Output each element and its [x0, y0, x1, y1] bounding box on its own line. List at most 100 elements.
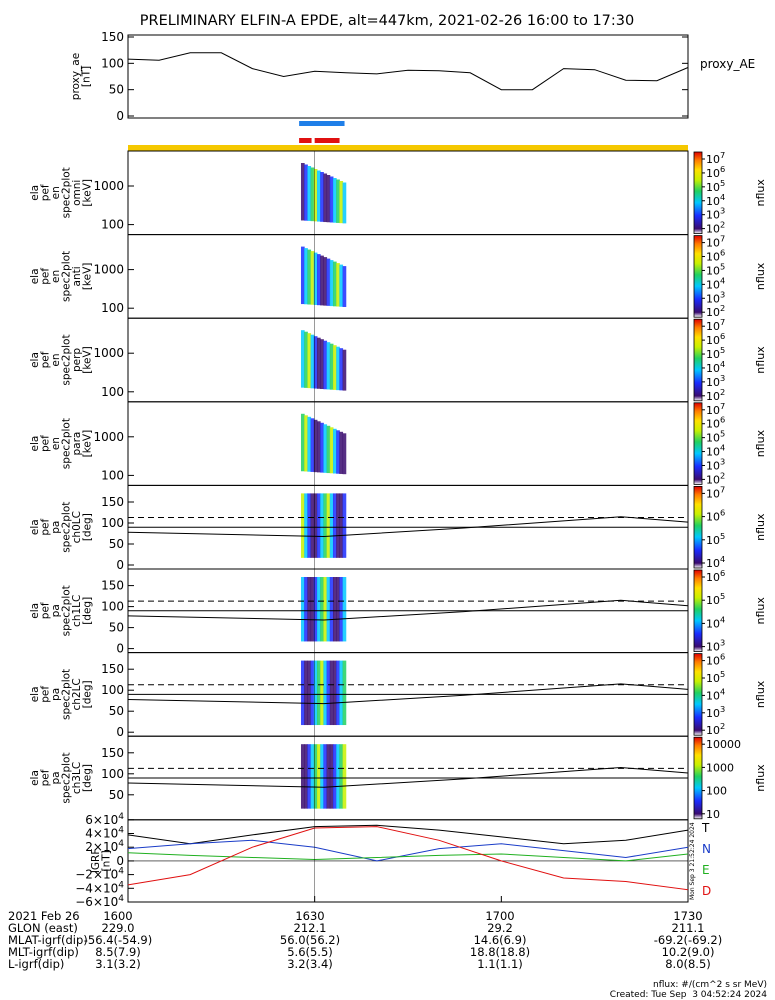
spectrogram-cell	[316, 170, 321, 222]
colorbar	[693, 736, 703, 820]
spectrogram-cell	[313, 336, 318, 389]
footer-row-label: MLAT-igrf(dip)	[8, 933, 88, 947]
footer-row-value: 10.2(9.0)	[661, 945, 715, 959]
footer-row-value: 8.5(7.9)	[95, 945, 141, 959]
spectrogram-cell	[300, 493, 305, 558]
spectrogram-cell	[316, 493, 321, 558]
spectrogram-cell	[342, 266, 347, 307]
spectrogram-cell	[342, 433, 347, 475]
spectrogram-ytick-label: 0	[116, 725, 124, 739]
spectrogram-cell	[313, 577, 318, 642]
spectrogram-cell	[320, 660, 324, 726]
spectrogram-ylabel-line: ela	[29, 185, 41, 201]
spectrogram-cell	[307, 333, 312, 389]
spectrogram-cell	[329, 744, 334, 809]
spectrogram-cell	[304, 577, 308, 642]
colorbar-tick-label: 102	[706, 721, 725, 737]
spectrogram-cell	[320, 744, 324, 809]
spectrogram-ytick-label: 50	[109, 621, 124, 635]
spectrogram-cell	[316, 337, 321, 389]
spectrogram-cell	[326, 744, 331, 809]
igrf-line-E	[127, 852, 689, 862]
spectrogram-ytick-label: 50	[109, 704, 124, 718]
spectrogram-cell	[342, 349, 347, 391]
colorbar-tick-label: 105	[706, 591, 725, 607]
spectrogram-cell	[336, 179, 340, 223]
spectrogram-cell	[332, 493, 337, 558]
igrf-ylabel: IGRF[nT]	[90, 849, 113, 874]
spectrogram-cell	[326, 660, 331, 726]
igrf-ytick-label: −2×104	[75, 867, 124, 882]
colorbar-tick-label: 104	[706, 443, 725, 459]
footer-row-value: 14.6(6.9)	[473, 933, 527, 947]
spectrogram-cell	[307, 249, 312, 305]
colorbar-label: nflux	[754, 597, 767, 625]
spectrogram-ytick-label: 100	[101, 385, 124, 399]
spectrogram-ylabel-line: pef	[39, 184, 51, 201]
spectrogram-cell	[332, 744, 337, 809]
spectrogram-cell	[339, 264, 344, 307]
spectrogram-cell	[336, 430, 340, 474]
spectrogram-cell	[329, 176, 334, 223]
spectrogram-cell	[310, 334, 315, 389]
spectrogram-ytick-label: 150	[101, 746, 124, 760]
spectrogram-cell	[342, 744, 347, 809]
colorbar-tick-label: 102	[706, 470, 725, 486]
spectrogram-ytick-label: 100	[101, 683, 124, 697]
spectrogram-cell	[304, 493, 308, 558]
created-note: Created: Tue Sep 3 04:52:24 2024	[609, 990, 767, 1000]
spectrogram-cell	[323, 173, 328, 223]
igrf-legend-D: D	[702, 884, 711, 898]
spectrogram-frame	[127, 150, 689, 236]
colorbar-tick-label: 106	[706, 415, 725, 431]
colorbar-label: nflux	[754, 680, 767, 708]
colorbar-label: nflux	[754, 764, 767, 792]
spectrogram-cell	[339, 348, 344, 391]
spectrogram-cell	[323, 340, 328, 390]
colorbar-tick-label: 103	[706, 456, 725, 472]
spectrogram-ylabel-line: ela	[29, 519, 41, 535]
colorbar-tick-label: 107	[706, 234, 725, 250]
spectrogram-ylabel-line: pef	[39, 351, 51, 368]
proxy-ae-line	[127, 52, 689, 91]
spectrogram-ytick-label: 1000	[93, 263, 124, 277]
colorbar-tick-label: 104	[706, 192, 725, 208]
spectrogram-cell	[310, 251, 315, 305]
spectrogram-ylabel-line: pa	[50, 604, 62, 617]
spectrogram-cell	[310, 167, 315, 222]
spectrogram-ytick-label: 100	[101, 767, 124, 781]
colorbar-tick-label: 103	[706, 289, 725, 305]
spectrogram-ylabel-line: [deg]	[81, 513, 93, 541]
spectrogram-ylabel-line: spec2plot	[60, 502, 72, 553]
spectrogram-ylabel-line: spec2plot	[60, 669, 72, 720]
spectrogram-ytick-label: 100	[101, 468, 124, 482]
spectrogram-cell	[339, 181, 344, 224]
spectrogram-ylabel-line: pef	[39, 769, 51, 786]
spectrogram-cell	[300, 330, 305, 388]
spectrogram-cell	[332, 178, 337, 223]
colorbar-tick-label: 106	[706, 508, 725, 524]
spectrogram-ytick-label: 0	[116, 642, 124, 656]
loss-cone-solid-line	[127, 683, 689, 705]
spectrogram-ylabel-line: spec2plot	[60, 752, 72, 803]
spectrogram-cell	[342, 577, 347, 642]
colorbar-tick-label: 105	[706, 669, 725, 685]
colorbar-label: nflux	[754, 179, 767, 207]
spectrogram-cell	[320, 493, 324, 558]
spectrogram-ylabel-line: ch2LC	[71, 678, 83, 710]
spectrogram-ytick-label: 1000	[93, 179, 124, 193]
spectrogram-ylabel-line: pef	[39, 268, 51, 285]
spectrogram-cell	[310, 418, 315, 472]
spectrogram-cell	[339, 577, 344, 642]
colorbar-tick-label: 106	[706, 568, 725, 584]
footer-row-value: 229.0	[101, 921, 135, 935]
spectrogram-cell	[320, 422, 324, 473]
colorbar	[693, 151, 703, 234]
footer-row-value: 212.1	[293, 921, 327, 935]
spectrogram-cell	[336, 744, 340, 809]
spectrogram-cell	[304, 331, 308, 388]
colorbar-tick-label: 1000	[706, 761, 734, 774]
